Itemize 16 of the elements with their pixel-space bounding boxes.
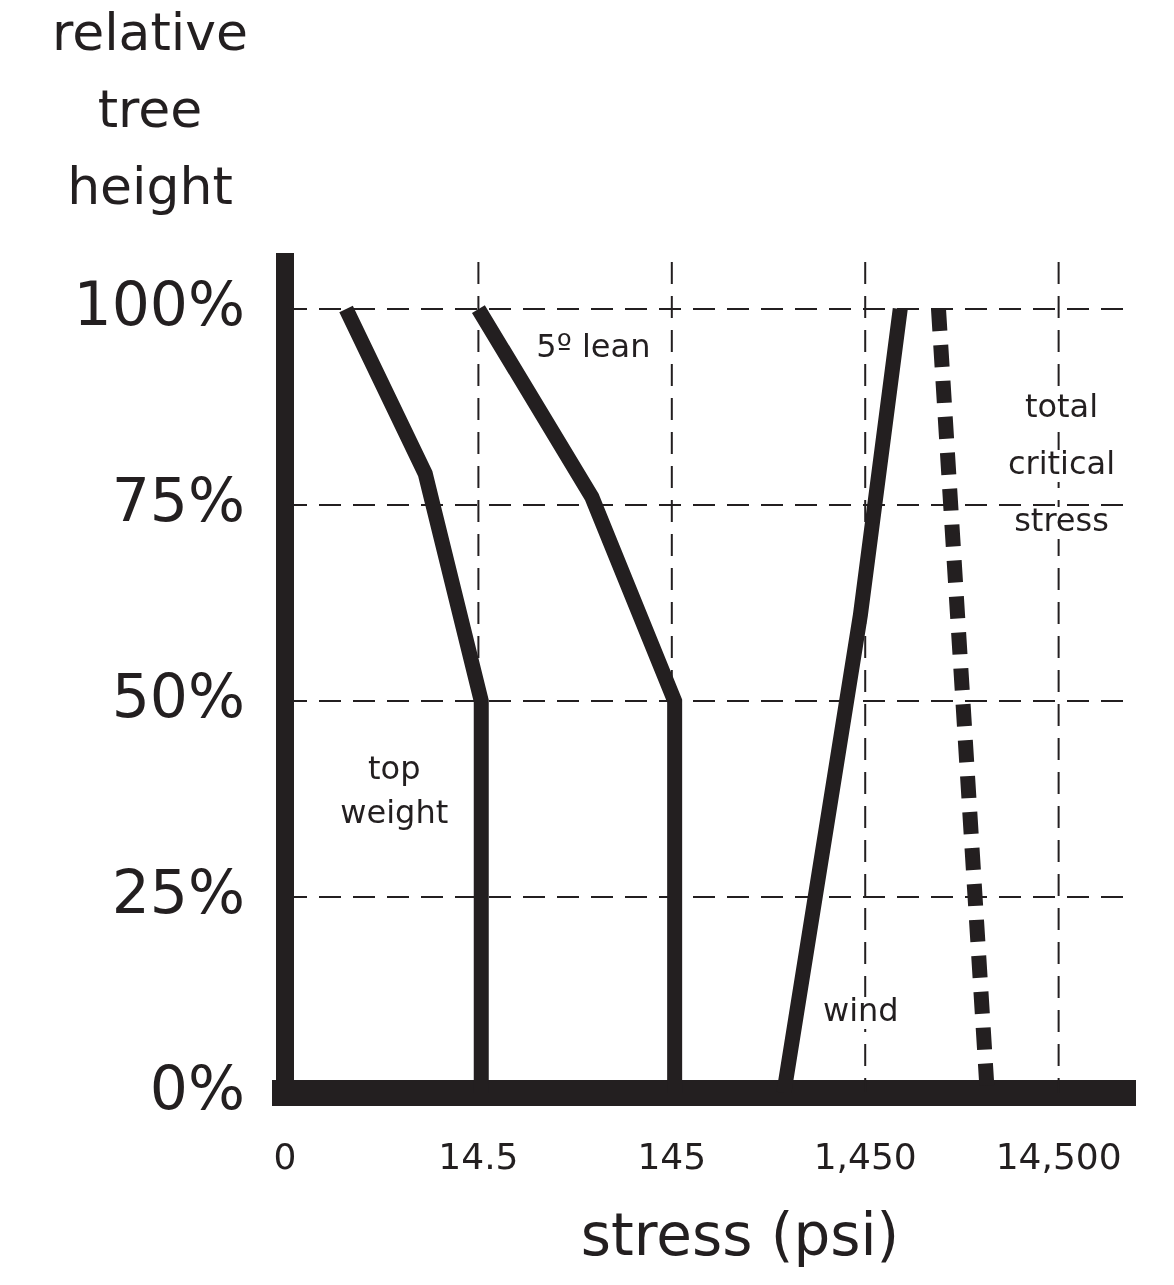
y-tick-label: 25% [111,856,245,927]
x-axis-title: stress (psi) [580,1201,900,1270]
x-tick-label: 145 [637,1135,707,1177]
y-tick-label: 50% [111,660,245,731]
series-label: 5º lean [536,327,651,366]
y-tick-label: 0% [149,1052,245,1123]
series-label: top weight [340,749,449,832]
y-tick-label: 75% [111,464,245,535]
y-tick-label: 100% [73,268,245,339]
x-tick-label: 0 [273,1135,297,1177]
x-tick-label: 14.5 [438,1135,519,1177]
x-tick-label: 1,450 [813,1135,917,1177]
x-tick-label: 14,500 [995,1135,1122,1177]
y-axis-title: relative tree height [51,1,249,216]
series-label: wind [822,991,899,1030]
series-label: total critical stress [1007,387,1116,540]
